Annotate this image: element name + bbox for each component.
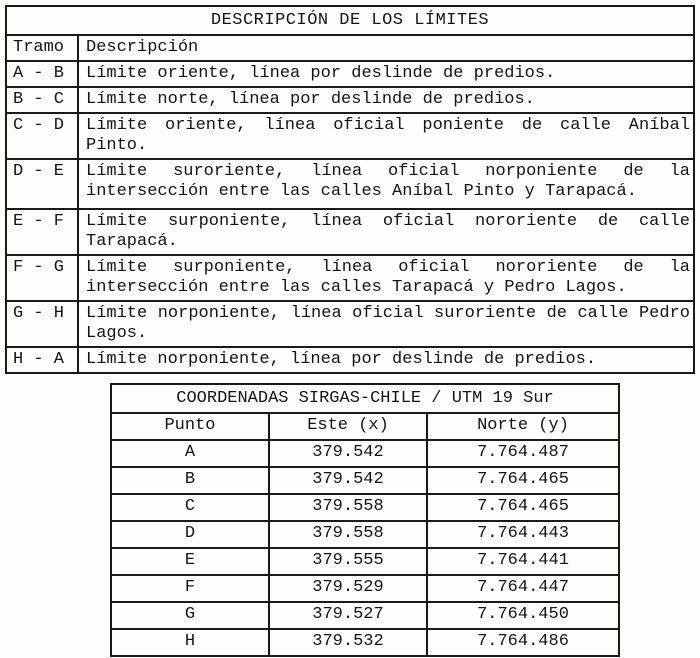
punto-cell: C [110, 493, 270, 522]
table-row: B - C Límite norte, línea por deslinde d… [5, 86, 695, 114]
este-cell: 379.555 [268, 547, 428, 576]
table-row: F 379.529 7.764.447 [110, 574, 620, 603]
descripcion-cell: Límite surponiente, línea oficial norori… [77, 208, 695, 256]
limits-table-title: DESCRIPCIÓN DE LOS LÍMITES [5, 5, 695, 36]
norte-cell: 7.764.465 [426, 493, 620, 522]
este-cell: 379.542 [268, 439, 428, 468]
limits-header-descripcion: Descripción [77, 34, 695, 62]
punto-cell: A [110, 439, 270, 468]
descripcion-cell: Límite oriente, línea por deslinde de pr… [77, 60, 695, 88]
table-row: H - A Límite norponiente, línea por desl… [5, 346, 695, 374]
tramo-cell: A - B [5, 60, 79, 88]
norte-cell: 7.764.450 [426, 601, 620, 630]
norte-cell: 7.764.486 [426, 628, 620, 657]
norte-cell: 7.764.487 [426, 439, 620, 468]
coords-header-norte: Norte (y) [426, 412, 620, 441]
descripcion-cell: Límite oriente, línea oficial poniente d… [77, 112, 695, 160]
tramo-cell: H - A [5, 346, 79, 374]
limits-table: DESCRIPCIÓN DE LOS LÍMITES Tramo Descrip… [5, 5, 695, 374]
este-cell: 379.558 [268, 493, 428, 522]
table-row: G 379.527 7.764.450 [110, 601, 620, 630]
descripcion-cell: Límite suroriente, línea oficial norponi… [77, 158, 695, 210]
punto-cell: F [110, 574, 270, 603]
punto-cell: B [110, 466, 270, 495]
punto-cell: E [110, 547, 270, 576]
este-cell: 379.527 [268, 601, 428, 630]
table-row: E 379.555 7.764.441 [110, 547, 620, 576]
norte-cell: 7.764.447 [426, 574, 620, 603]
tramo-cell: G - H [5, 300, 79, 348]
limits-table-title-row: DESCRIPCIÓN DE LOS LÍMITES [5, 5, 695, 36]
table-row: C 379.558 7.764.465 [110, 493, 620, 522]
table-row: A - B Límite oriente, línea por deslinde… [5, 60, 695, 88]
table-row: D 379.558 7.764.443 [110, 520, 620, 549]
punto-cell: D [110, 520, 270, 549]
table-row: A 379.542 7.764.487 [110, 439, 620, 468]
table-row: D - E Límite suroriente, línea oficial n… [5, 158, 695, 210]
limits-table-header-row: Tramo Descripción [5, 34, 695, 62]
descripcion-cell: Límite norponiente, línea por deslinde d… [77, 346, 695, 374]
limits-header-tramo: Tramo [5, 34, 79, 62]
tramo-cell: B - C [5, 86, 79, 114]
tramo-cell: D - E [5, 158, 79, 210]
punto-cell: G [110, 601, 270, 630]
coords-table-title-row: COORDENADAS SIRGAS-CHILE / UTM 19 Sur [110, 383, 620, 414]
este-cell: 379.532 [268, 628, 428, 657]
table-row: G - H Límite norponiente, línea oficial … [5, 300, 695, 348]
coords-table-header-row: Punto Este (x) Norte (y) [110, 412, 620, 441]
table-row: E - F Límite surponiente, línea oficial … [5, 208, 695, 256]
tramo-cell: E - F [5, 208, 79, 256]
coordinates-table: COORDENADAS SIRGAS-CHILE / UTM 19 Sur Pu… [110, 383, 620, 657]
descripcion-cell: Límite surponiente, línea oficial norori… [77, 254, 695, 302]
norte-cell: 7.764.443 [426, 520, 620, 549]
norte-cell: 7.764.465 [426, 466, 620, 495]
descripcion-cell: Límite norponiente, línea oficial surori… [77, 300, 695, 348]
table-row: H 379.532 7.764.486 [110, 628, 620, 657]
coords-table-title: COORDENADAS SIRGAS-CHILE / UTM 19 Sur [110, 383, 620, 414]
descripcion-cell: Límite norte, línea por deslinde de pred… [77, 86, 695, 114]
table-row: F - G Límite surponiente, línea oficial … [5, 254, 695, 302]
este-cell: 379.558 [268, 520, 428, 549]
este-cell: 379.542 [268, 466, 428, 495]
punto-cell: H [110, 628, 270, 657]
tramo-cell: C - D [5, 112, 79, 160]
table-row: B 379.542 7.764.465 [110, 466, 620, 495]
coords-header-este: Este (x) [268, 412, 428, 441]
tramo-cell: F - G [5, 254, 79, 302]
table-row: C - D Límite oriente, línea oficial poni… [5, 112, 695, 160]
coords-header-punto: Punto [110, 412, 270, 441]
norte-cell: 7.764.441 [426, 547, 620, 576]
este-cell: 379.529 [268, 574, 428, 603]
